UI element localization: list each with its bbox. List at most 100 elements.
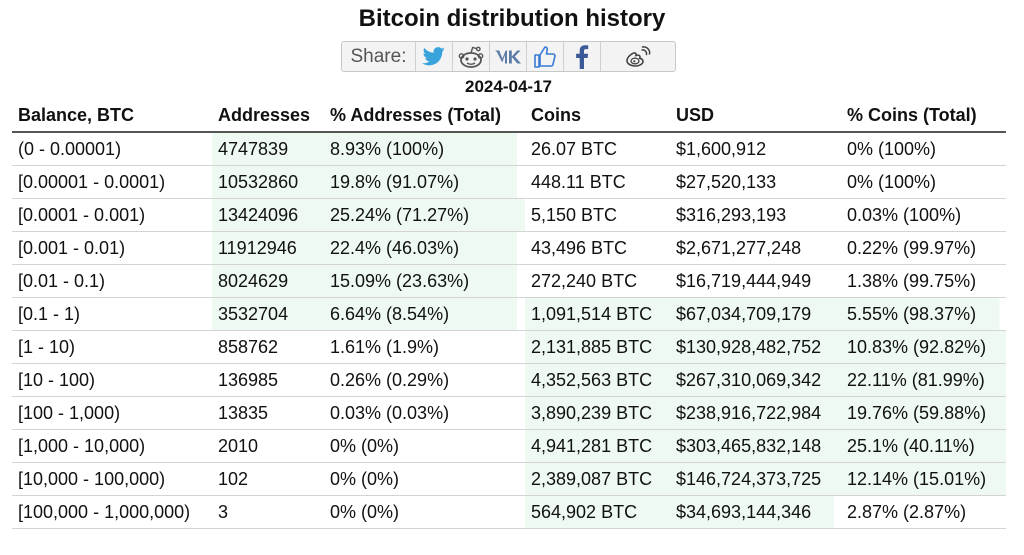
table-row: [10,000 - 100,000) 102 0% (0%) 2,389,087… [12,462,1006,496]
header-addresses: Addresses [212,100,324,133]
vk-icon [495,50,521,63]
like-share-button[interactable] [527,42,564,71]
coins-cell: 272,240 BTC [525,264,670,298]
balance-cell: [100 - 1,000) [12,396,212,430]
usd-cell: $2,671,277,248 [670,231,841,265]
usd-cell: $267,310,069,342 [670,363,841,397]
addresses-percent-cell: 19.8% (91.07%) [324,165,525,199]
coins-percent-cell: 0.22% (99.97%) [841,231,1006,265]
weibo-icon [626,45,651,67]
snapshot-date: 2024-04-17 [465,77,552,96]
table-row: [1 - 10) 858762 1.61% (1.9%) 2,131,885 B… [12,330,1006,364]
addresses-cell: 102 [212,462,324,496]
balance-cell: [0.00001 - 0.0001) [12,165,212,199]
addresses-percent-cell: 0% (0%) [324,429,525,463]
twitter-icon [422,46,445,65]
header-balance: Balance, BTC [12,100,212,133]
share-bar: Share: [341,41,676,72]
table-row: [0.0001 - 0.001) 13424096 25.24% (71.27%… [12,198,1006,232]
coins-cell: 2,131,885 BTC [525,330,670,364]
coins-percent-cell: 1.38% (99.75%) [841,264,1006,298]
table-header-row: Balance, BTC Addresses % Addresses (Tota… [12,100,1006,133]
coins-cell: 4,352,563 BTC [525,363,670,397]
balance-cell: [100,000 - 1,000,000) [12,495,212,529]
balance-cell: [1 - 10) [12,330,212,364]
addresses-percent-cell: 6.64% (8.54%) [324,297,525,331]
header-coins: Coins [525,100,670,133]
coins-cell: 1,091,514 BTC [525,297,670,331]
coins-cell: 5,150 BTC [525,198,670,232]
coins-cell: 3,890,239 BTC [525,396,670,430]
balance-cell: (0 - 0.00001) [12,132,212,166]
table-row: [10 - 100) 136985 0.26% (0.29%) 4,352,56… [12,363,1006,397]
coins-percent-cell: 12.14% (15.01%) [841,462,1006,496]
usd-cell: $238,916,722,984 [670,396,841,430]
table-row: [100,000 - 1,000,000) 3 0% (0%) 564,902 … [12,495,1006,529]
addresses-cell: 3532704 [212,297,324,331]
table-row: [0.1 - 1) 3532704 6.64% (8.54%) 1,091,51… [12,297,1006,331]
coins-cell: 2,389,087 BTC [525,462,670,496]
coins-cell: 448.11 BTC [525,165,670,199]
coins-percent-cell: 19.76% (59.88%) [841,396,1006,430]
balance-cell: [1,000 - 10,000) [12,429,212,463]
usd-cell: $303,465,832,148 [670,429,841,463]
coins-percent-cell: 0.03% (100%) [841,198,1006,232]
coins-cell: 43,496 BTC [525,231,670,265]
header-addresses-percent: % Addresses (Total) [324,100,525,133]
usd-cell: $1,600,912 [670,132,841,166]
share-label: Share: [342,42,416,71]
header-usd: USD [670,100,841,133]
addresses-percent-cell: 0.26% (0.29%) [324,363,525,397]
addresses-percent-cell: 22.4% (46.03%) [324,231,525,265]
addresses-percent-cell: 0% (0%) [324,462,525,496]
coins-percent-cell: 5.55% (98.37%) [841,297,1006,331]
addresses-percent-cell: 0% (0%) [324,495,525,529]
reddit-share-button[interactable] [453,42,490,71]
usd-cell: $316,293,193 [670,198,841,232]
coins-percent-cell: 10.83% (92.82%) [841,330,1006,364]
table-row: [1,000 - 10,000) 2010 0% (0%) 4,941,281 … [12,429,1006,463]
coins-cell: 4,941,281 BTC [525,429,670,463]
like-icon [534,45,556,68]
weibo-share-button[interactable] [601,42,675,71]
usd-cell: $27,520,133 [670,165,841,199]
balance-cell: [0.001 - 0.01) [12,231,212,265]
balance-cell: [0.0001 - 0.001) [12,198,212,232]
header-coins-percent: % Coins (Total) [841,100,1006,133]
coins-percent-cell: 2.87% (2.87%) [841,495,1006,529]
addresses-percent-cell: 1.61% (1.9%) [324,330,525,364]
coins-percent-cell: 0% (100%) [841,165,1006,199]
facebook-icon [576,44,589,69]
reddit-icon [458,46,484,68]
table-row: [100 - 1,000) 13835 0.03% (0.03%) 3,890,… [12,396,1006,430]
addresses-cell: 136985 [212,363,324,397]
table-row: (0 - 0.00001) 4747839 8.93% (100%) 26.07… [12,132,1006,166]
page-title: Bitcoin distribution history [358,5,666,32]
balance-cell: [0.1 - 1) [12,297,212,331]
usd-cell: $34,693,144,346 [670,495,841,529]
addresses-cell: 8024629 [212,264,324,298]
table-row: [0.00001 - 0.0001) 10532860 19.8% (91.07… [12,165,1006,199]
addresses-percent-cell: 8.93% (100%) [324,132,525,166]
coins-percent-cell: 25.1% (40.11%) [841,429,1006,463]
addresses-percent-cell: 25.24% (71.27%) [324,198,525,232]
usd-cell: $67,034,709,179 [670,297,841,331]
addresses-cell: 3 [212,495,324,529]
coins-percent-cell: 22.11% (81.99%) [841,363,1006,397]
addresses-cell: 4747839 [212,132,324,166]
addresses-cell: 13424096 [212,198,324,232]
addresses-cell: 11912946 [212,231,324,265]
usd-cell: $16,719,444,949 [670,264,841,298]
coins-cell: 26.07 BTC [525,132,670,166]
balance-cell: [10,000 - 100,000) [12,462,212,496]
addresses-cell: 13835 [212,396,324,430]
distribution-table: Balance, BTC Addresses % Addresses (Tota… [12,100,1006,529]
addresses-percent-cell: 0.03% (0.03%) [324,396,525,430]
addresses-cell: 10532860 [212,165,324,199]
vk-share-button[interactable] [490,42,527,71]
usd-cell: $130,928,482,752 [670,330,841,364]
addresses-cell: 2010 [212,429,324,463]
facebook-share-button[interactable] [564,42,601,71]
table-row: [0.01 - 0.1) 8024629 15.09% (23.63%) 272… [12,264,1006,298]
twitter-share-button[interactable] [416,42,453,71]
